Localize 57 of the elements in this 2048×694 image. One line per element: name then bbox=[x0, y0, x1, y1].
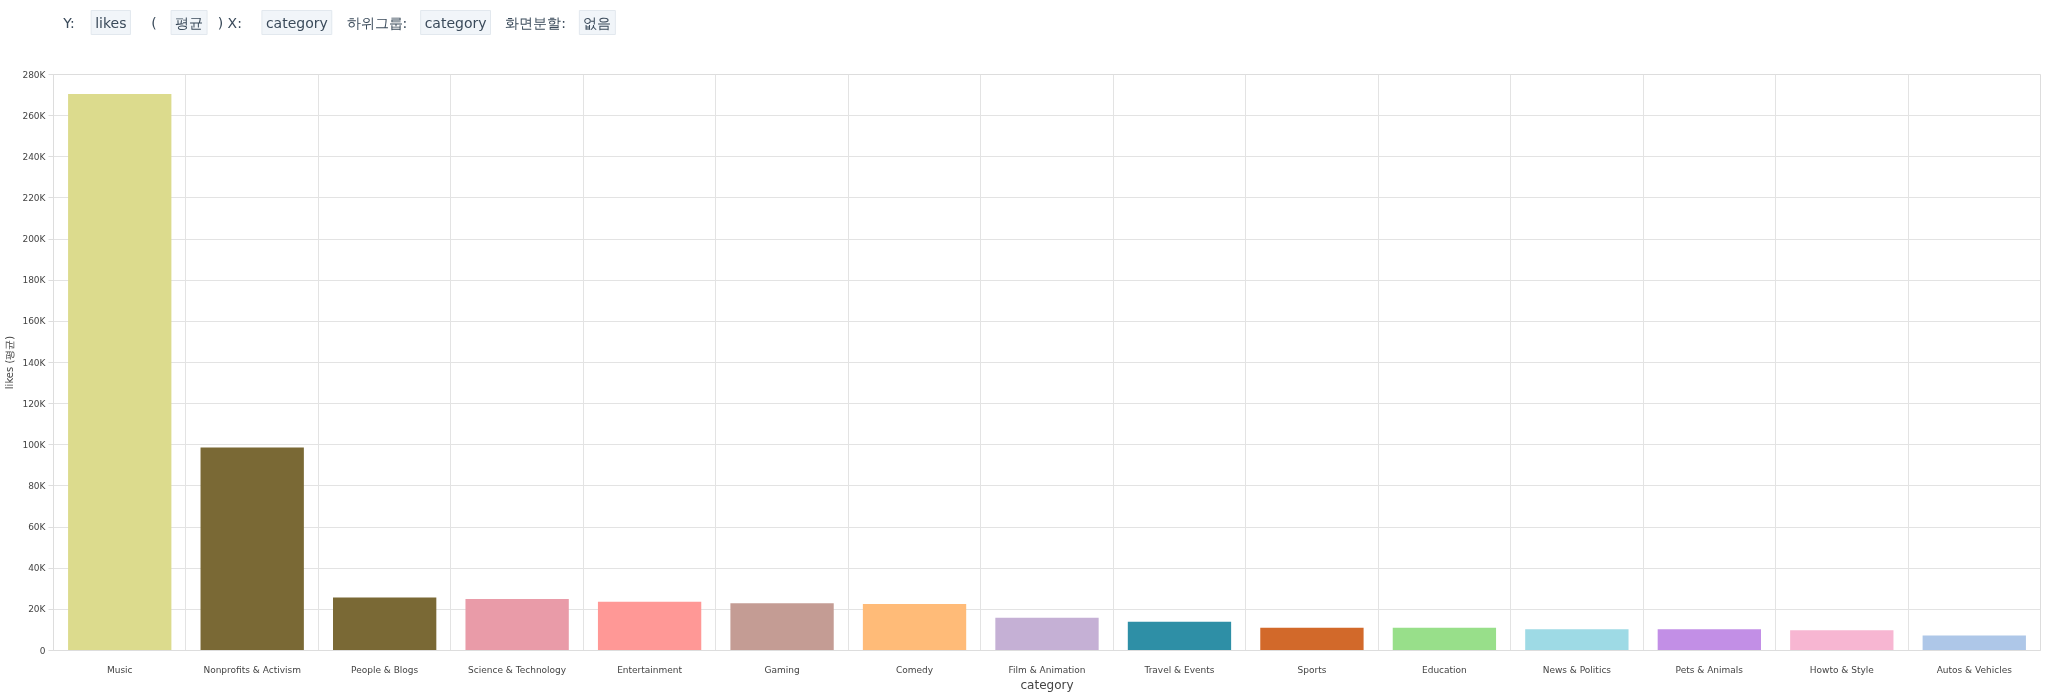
bar bbox=[995, 617, 1099, 651]
x-tick-label: Nonprofits & Activism bbox=[203, 664, 301, 675]
bar bbox=[333, 597, 437, 651]
text: 평균 bbox=[175, 14, 204, 31]
x-tick-label: Autos & Vehicles bbox=[1936, 664, 2013, 675]
bar bbox=[200, 447, 304, 651]
y-tick-label: 120K bbox=[22, 398, 47, 409]
bar bbox=[1657, 629, 1761, 651]
x-axis-title: category bbox=[1020, 677, 1074, 692]
bar bbox=[1790, 630, 1894, 651]
y-tick-label: 100K bbox=[22, 439, 47, 450]
x-tick-label: People & Blogs bbox=[351, 664, 419, 675]
x-tick-label: Howto & Style bbox=[1809, 664, 1875, 675]
y-axis-title: likes (평균) bbox=[4, 335, 16, 390]
y-tick-label: 0 bbox=[39, 645, 46, 656]
y-tick-label: 220K bbox=[22, 192, 47, 203]
x-tick-label: Comedy bbox=[895, 664, 934, 675]
bar bbox=[1260, 627, 1364, 651]
y-tick-label: 40K bbox=[28, 563, 47, 574]
y-tick-label: 60K bbox=[28, 522, 47, 533]
x-tick-label: Music bbox=[106, 664, 133, 675]
x-tick-label: Science & Technology bbox=[468, 664, 567, 675]
text: 화면분할: bbox=[505, 14, 566, 31]
y-tick-label: 160K bbox=[22, 316, 47, 327]
x-tick-label: Film & Animation bbox=[1008, 664, 1086, 675]
y-tick-label: 80K bbox=[28, 480, 47, 491]
bar bbox=[1127, 621, 1232, 651]
y-tick-label: 180K bbox=[22, 275, 47, 286]
y-tick-label: 260K bbox=[22, 110, 47, 121]
y-tick-label: 240K bbox=[22, 151, 47, 162]
text: Y: bbox=[62, 14, 75, 31]
bar bbox=[465, 599, 569, 651]
bar bbox=[1922, 635, 2026, 651]
bar bbox=[730, 603, 834, 651]
text: 하위그룹: bbox=[346, 14, 408, 31]
x-tick-label: Sports bbox=[1297, 664, 1327, 675]
bar bbox=[862, 604, 967, 651]
text: 없음 bbox=[583, 14, 612, 31]
x-tick-label: Travel & Events bbox=[1143, 664, 1215, 675]
bar bbox=[1525, 629, 1629, 651]
bar bbox=[1392, 627, 1497, 651]
bar bbox=[597, 601, 702, 651]
y-tick-label: 200K bbox=[22, 234, 47, 245]
text: likes bbox=[95, 14, 127, 31]
y-tick-label: 20K bbox=[28, 604, 47, 615]
text: category bbox=[265, 14, 328, 31]
bar bbox=[68, 94, 172, 651]
x-tick-label: Pets & Animals bbox=[1675, 664, 1744, 675]
x-tick-label: Entertainment bbox=[617, 664, 683, 675]
text: ) X: bbox=[217, 14, 242, 31]
x-tick-label: Gaming bbox=[764, 664, 800, 675]
x-tick-label: Education bbox=[1422, 664, 1467, 675]
x-tick-label: News & Politics bbox=[1542, 664, 1612, 675]
y-tick-label: 140K bbox=[22, 357, 47, 368]
text: ( bbox=[151, 14, 157, 31]
y-tick-label: 280K bbox=[22, 69, 47, 80]
text: category bbox=[424, 14, 487, 31]
